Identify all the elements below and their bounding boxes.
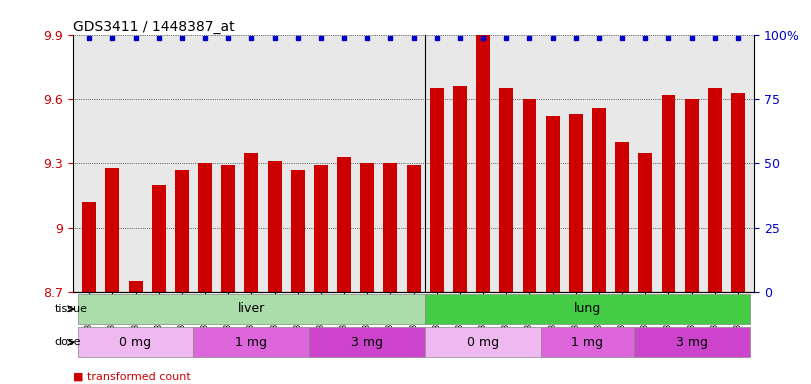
Text: 0 mg: 0 mg [467,336,500,349]
Bar [453,86,467,292]
Text: liver: liver [238,302,265,315]
Bar [384,163,397,292]
Bar [268,161,281,292]
Text: dose: dose [54,337,81,347]
Bar [476,35,490,292]
Bar [425,294,749,324]
Bar [78,294,425,324]
Bar [152,185,165,292]
Bar [244,152,259,292]
Bar [337,157,351,292]
Bar [546,116,560,292]
Text: 0 mg: 0 mg [119,336,152,349]
Bar [569,114,583,292]
Bar [633,327,749,358]
Bar [198,163,212,292]
Text: ■ transformed count: ■ transformed count [73,372,191,382]
Bar [616,142,629,292]
Text: 3 mg: 3 mg [351,336,384,349]
Bar [684,99,698,292]
Bar [82,202,97,292]
Bar [541,327,633,358]
Text: 3 mg: 3 mg [676,336,708,349]
Text: tissue: tissue [54,304,88,314]
Text: 1 mg: 1 mg [572,336,603,349]
Bar [500,88,513,292]
Bar [708,88,722,292]
Text: 1 mg: 1 mg [235,336,268,349]
Bar [638,152,652,292]
Bar [592,108,606,292]
Bar [406,166,421,292]
Bar [175,170,189,292]
Bar [662,94,676,292]
Bar [430,88,444,292]
Bar [425,327,541,358]
Bar [360,163,374,292]
Bar [105,167,119,292]
Bar [522,99,536,292]
Text: lung: lung [573,302,601,315]
Bar [314,166,328,292]
Bar [78,327,194,358]
Text: GDS3411 / 1448387_at: GDS3411 / 1448387_at [73,20,234,33]
Bar [221,166,235,292]
Bar [194,327,309,358]
Bar [291,170,305,292]
Bar [129,281,143,292]
Bar [731,93,745,292]
Bar [309,327,425,358]
